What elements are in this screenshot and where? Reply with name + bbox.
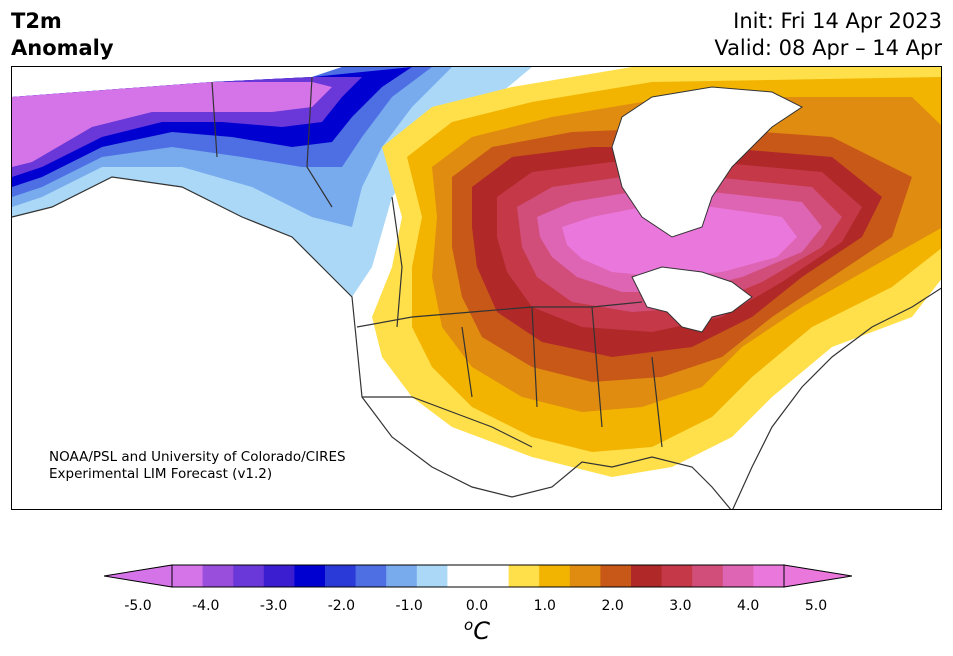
colorbar-segment	[233, 565, 265, 587]
colorbar-segment	[661, 565, 693, 587]
colorbar-border	[171, 564, 785, 588]
credit-text: NOAA/PSL and University of Colorado/CIRE…	[49, 449, 346, 483]
valid-range: Valid: 08 Apr – 14 Apr	[714, 36, 942, 60]
colorbar-segment	[447, 565, 479, 587]
colorbar	[104, 564, 852, 588]
map-title: T2m Anomaly	[11, 8, 114, 62]
coastlines	[12, 76, 941, 509]
colorbar-tick-label: -1.0	[395, 598, 423, 614]
colorbar-segment	[416, 565, 448, 587]
colorbar-segment	[600, 565, 632, 587]
great-lakes	[631, 266, 753, 333]
colorbar-segment	[478, 565, 510, 587]
anomaly-map	[11, 66, 942, 510]
colorbar-extend-min	[104, 564, 173, 588]
colorbar-extend-max	[783, 564, 852, 588]
credit-line-2: Experimental LIM Forecast (v1.2)	[49, 466, 273, 482]
cold-anomaly	[12, 67, 532, 297]
title-line-1: T2m	[11, 9, 62, 33]
colorbar-segment	[263, 565, 295, 587]
credit-line-1: NOAA/PSL and University of Colorado/CIRE…	[49, 449, 346, 465]
colorbar-tick-label: 4.0	[737, 598, 760, 614]
colorbar-tick-label: 2.0	[601, 598, 624, 614]
colorbar-segment	[539, 565, 571, 587]
units-label: oC	[464, 616, 490, 645]
forecast-dates: Init: Fri 14 Apr 2023 Valid: 08 Apr – 14…	[714, 8, 942, 62]
colorbar-segment	[569, 565, 601, 587]
title-line-2: Anomaly	[11, 36, 114, 60]
colorbar-tick-label: -4.0	[192, 598, 220, 614]
map-svg	[12, 67, 941, 509]
units-degree: o	[464, 616, 474, 634]
colorbar-segment	[692, 565, 724, 587]
colorbar-tick-label: -2.0	[327, 598, 356, 614]
colorbar-segment	[294, 565, 326, 587]
colorbar-segment	[722, 565, 754, 587]
colorbar-segment	[631, 565, 663, 587]
colorbar-tick-label: 0.0	[465, 598, 489, 614]
colorbar-tick-label: 1.0	[533, 598, 556, 614]
colorbar-segment	[355, 565, 387, 587]
colorbar-segment	[202, 565, 234, 587]
colorbar-segment	[386, 565, 418, 587]
init-date: Init: Fri 14 Apr 2023	[733, 9, 942, 33]
colorbar-tick-label: -5.0	[124, 598, 152, 614]
units-symbol: C	[473, 617, 490, 645]
colorbar-tick-label: -3.0	[259, 598, 288, 614]
colorbar-segment	[172, 565, 204, 587]
colorbar-segment	[325, 565, 357, 587]
colorbar-segment	[753, 565, 785, 587]
hudson-bay	[611, 86, 803, 238]
colorbar-tick-label: 3.0	[669, 598, 692, 614]
colorbar-tick-label: 5.0	[804, 598, 828, 614]
colorbar-segment	[508, 565, 540, 587]
